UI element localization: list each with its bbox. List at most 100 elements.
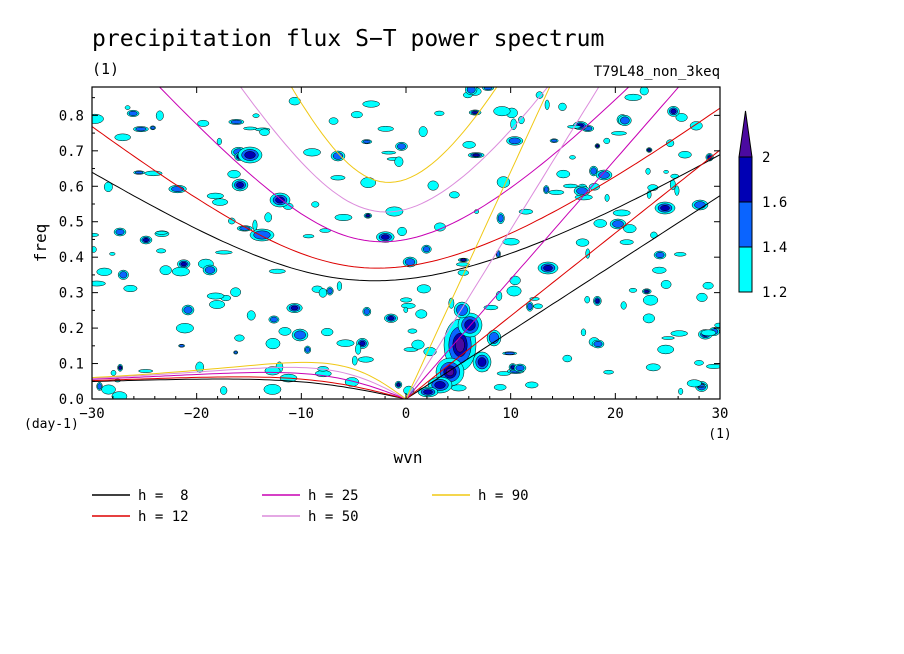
contour-blob — [660, 280, 672, 289]
contour-blob — [263, 384, 282, 395]
contour-blob — [197, 119, 210, 127]
contour-blob — [403, 306, 409, 313]
chart-subtitle-left: (1) — [92, 60, 119, 78]
contour-blob — [504, 351, 515, 355]
contour-blob — [111, 391, 128, 399]
contour-blob — [595, 144, 600, 148]
contour-blob — [305, 346, 311, 353]
contour-blob — [590, 167, 597, 175]
y-tick-label: 0.2 — [59, 321, 84, 337]
contour-blob — [215, 250, 233, 255]
contour-blob — [518, 116, 525, 125]
contour-blob — [612, 220, 624, 228]
contour-blob — [666, 139, 675, 147]
contour-blob — [702, 281, 714, 290]
dispersion-curve — [405, 195, 720, 399]
dispersion-curve — [92, 371, 407, 399]
contour-blob — [180, 261, 187, 267]
contour-blob — [422, 246, 431, 253]
dispersion-curve — [290, 87, 498, 183]
legend-label-h25: h = 25 — [308, 488, 359, 504]
colorbar-label-14: 1.4 — [762, 240, 787, 256]
contour-blob — [363, 308, 370, 315]
contour-blob — [206, 192, 224, 200]
x-tick-label: −30 — [79, 406, 104, 422]
contour-blob — [694, 360, 704, 366]
contour-blob — [135, 126, 147, 132]
contour-blob — [195, 361, 205, 373]
colorbar-band-14 — [738, 201, 753, 248]
contour-blob — [381, 234, 390, 240]
y-tick-label: 0.5 — [59, 215, 84, 231]
contour-blob — [397, 143, 406, 150]
colorbar-top-triangle — [738, 110, 753, 158]
contour-blob — [611, 131, 627, 136]
contour-blob — [705, 363, 720, 369]
y-tick-label: 0.4 — [59, 250, 84, 266]
contour-blob — [603, 137, 611, 144]
contour-blob — [101, 384, 116, 395]
contour-blob — [506, 285, 522, 297]
contour-blob — [657, 344, 675, 355]
contour-blob — [396, 382, 401, 387]
contour-blob — [652, 266, 667, 274]
y-tick-label: 0.6 — [59, 179, 84, 195]
contour-blob — [502, 238, 520, 246]
contour-blob — [302, 234, 315, 239]
contour-blob — [563, 183, 578, 189]
contour-blob — [227, 170, 241, 179]
x-axis-label: wvn — [394, 448, 423, 467]
contour-blob — [493, 384, 507, 391]
contour-blob — [155, 230, 168, 235]
contour-blob — [92, 113, 104, 124]
contour-blob — [97, 383, 102, 390]
y-tick-label: 0.1 — [59, 357, 84, 373]
contour-blob — [558, 102, 567, 111]
contour-blob — [477, 357, 487, 367]
x-tick-label: −20 — [184, 406, 209, 422]
contour-blob — [303, 148, 321, 157]
colorbar-band-16 — [738, 156, 753, 203]
contour-blob — [623, 224, 637, 234]
contour-blob — [330, 175, 346, 181]
contour-blob — [109, 252, 116, 256]
contour-blob — [115, 228, 125, 236]
contour-blob — [642, 313, 655, 324]
colorbar-band-12 — [738, 246, 753, 293]
contour-blob — [394, 156, 404, 167]
plot-area — [92, 87, 720, 399]
contour-blob — [595, 298, 600, 304]
contour-blob — [584, 296, 590, 304]
contour-blob — [143, 237, 149, 243]
contour-blob — [179, 344, 185, 348]
contour-blob — [252, 113, 260, 118]
contour-blob — [123, 284, 138, 293]
contour-blob — [92, 280, 106, 287]
contour-blob — [156, 248, 167, 254]
dispersion-curve — [405, 149, 720, 399]
contour-blob — [556, 169, 571, 179]
contour-blob — [134, 171, 144, 175]
contour-blob — [230, 119, 242, 124]
contour-blob — [612, 209, 631, 217]
contour-blob — [639, 87, 649, 96]
contour-blob — [562, 354, 573, 363]
contour-blob — [264, 212, 272, 223]
contour-blob — [714, 322, 720, 328]
colorbar-label-12: 1.2 — [762, 285, 787, 301]
dispersion-curve — [405, 87, 551, 399]
contour-blob — [362, 100, 380, 108]
contour-blob — [515, 364, 525, 372]
contour-blob — [689, 121, 703, 131]
contour-blob — [663, 169, 669, 174]
contour-blob — [544, 99, 550, 110]
contour-blob — [508, 137, 521, 145]
colorbar-label-2: 2 — [762, 150, 770, 166]
contour-blob — [527, 302, 533, 311]
contour-blob — [321, 328, 334, 337]
contour-blob — [472, 111, 479, 114]
contour-blob — [509, 275, 521, 286]
contour-blob — [350, 111, 363, 119]
contour-blob — [220, 386, 228, 395]
contour-blob — [359, 340, 366, 346]
